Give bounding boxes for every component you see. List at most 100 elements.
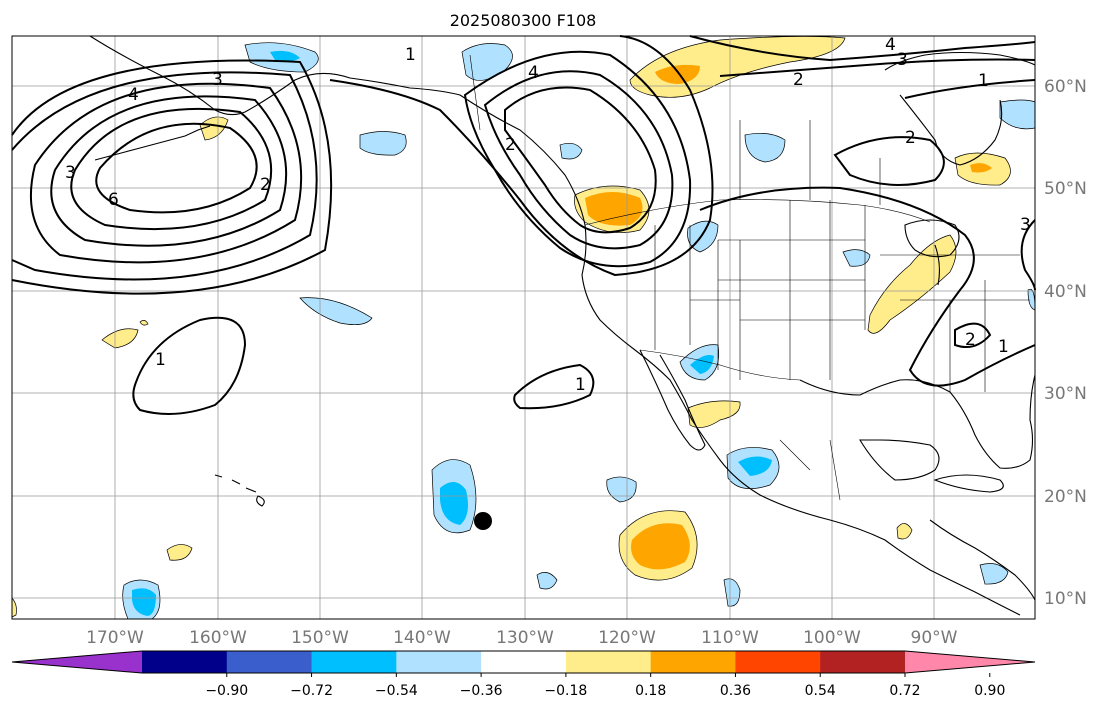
- negative-region: [744, 133, 786, 163]
- colorbar-segment: [735, 651, 821, 673]
- coastline-yucatan: [859, 439, 940, 481]
- contour-label: 2: [505, 135, 516, 155]
- contour: [504, 86, 657, 234]
- lon-labels: 170°W 160°W 150°W 140°W 130°W 120°W 110°…: [86, 628, 958, 648]
- contour: [95, 122, 258, 214]
- colorbar-segment: [820, 651, 906, 673]
- negative-region: [461, 43, 513, 81]
- contour: [132, 316, 247, 415]
- positive-region: [687, 400, 741, 428]
- colorbar-segment: [396, 651, 482, 673]
- contour: [11, 71, 318, 281]
- lon-label: 170°W: [86, 628, 144, 648]
- contours: [11, 35, 1036, 415]
- contour-label: 2: [260, 175, 271, 195]
- lat-label: 40°N: [1044, 282, 1087, 302]
- contour: [11, 59, 333, 295]
- colorbar-tick-label: 0.54: [805, 683, 836, 699]
- contour: [50, 95, 288, 247]
- lat-label: 20°N: [1044, 487, 1087, 507]
- contour: [513, 363, 595, 410]
- contour: [904, 79, 1036, 99]
- state-lines: [654, 158, 1030, 392]
- contour-label: 4: [528, 63, 539, 83]
- negative-region: [299, 297, 373, 325]
- colorbar-tick-label: −0.90: [205, 683, 248, 699]
- border-us-mexico: [639, 349, 801, 381]
- negative-core: [738, 456, 772, 476]
- coastline-aleutians: [94, 125, 211, 161]
- colorbar-segment: [650, 651, 736, 673]
- map-title: 2025080300 F108: [450, 11, 597, 30]
- contour-label: 3: [897, 50, 908, 70]
- lat-label: 60°N: [1044, 77, 1087, 97]
- negative-region: [842, 249, 871, 267]
- coastline-north-america: [89, 35, 1021, 616]
- contour: [954, 322, 992, 348]
- positive-region: [101, 328, 139, 349]
- contour-label: 1: [978, 71, 989, 91]
- contour-label: 2: [965, 330, 976, 350]
- contour: [833, 136, 945, 186]
- lat-labels: 60°N 50°N 40°N 30°N 20°N 10°N: [1044, 77, 1087, 609]
- colorbar-tick-label: −0.72: [290, 683, 333, 699]
- negative-core: [690, 355, 714, 374]
- colorbar-extend-max: [905, 651, 1035, 673]
- coastline-hudson-bay: [899, 94, 1003, 166]
- positive-core: [631, 523, 690, 570]
- colorbar-extend-min: [12, 651, 142, 673]
- contour-label: 1: [998, 337, 1009, 357]
- contour-label: 1: [405, 45, 416, 65]
- contour: [483, 70, 674, 250]
- island-hawaii: [214, 474, 265, 507]
- lat-label: 50°N: [1044, 179, 1087, 199]
- contour-label: 4: [885, 35, 896, 55]
- positive-region: [11, 597, 17, 618]
- coastline-gulf: [799, 374, 1036, 469]
- coastline-baja: [639, 349, 706, 451]
- negative-region: [559, 143, 583, 160]
- border-alaska: [469, 54, 481, 131]
- coastline-cuba: [933, 474, 1004, 493]
- contour-labels: 3 4 6 2 1 1 1 4 3 3 2 4 2 1 2 3 2 1: [65, 35, 1031, 395]
- contour-label: 4: [128, 85, 139, 105]
- lon-label: 140°W: [393, 628, 451, 648]
- positive-core: [585, 192, 643, 226]
- contour-label: 1: [575, 375, 586, 395]
- colorbar-tick-label: −0.18: [544, 683, 587, 699]
- colorbar-outline: [11, 650, 1036, 674]
- contour-label: 2: [793, 70, 804, 90]
- lat-label: 10°N: [1044, 589, 1087, 609]
- contour: [719, 58, 1036, 77]
- lon-label: 120°W: [598, 628, 656, 648]
- lon-label: 90°W: [911, 628, 958, 648]
- border-canada-provinces: [739, 120, 811, 200]
- lon-label: 130°W: [496, 628, 554, 648]
- lon-label: 100°W: [803, 628, 861, 648]
- border-us-canada: [584, 199, 931, 226]
- colorbar-segment: [481, 651, 567, 673]
- colorbar-tick-label: 0.90: [974, 683, 1005, 699]
- lon-label: 110°W: [701, 628, 759, 648]
- positive-region: [896, 523, 913, 540]
- great-lakes-michigan: [934, 244, 941, 286]
- positive-region: [166, 544, 193, 561]
- contour-label: 6: [108, 190, 119, 210]
- coastline-central-america: [929, 519, 1036, 601]
- contour: [29, 82, 303, 264]
- colorbar: −0.90 −0.72 −0.54 −0.36 −0.18 0.18 0.36 0.54 0.7…: [11, 650, 1036, 699]
- negative-region: [536, 572, 558, 590]
- colorbar-segment: [142, 651, 228, 673]
- contour-label: 3: [65, 163, 76, 183]
- positive-core: [970, 163, 992, 173]
- contour: [689, 35, 1036, 62]
- lon-label: 160°W: [189, 628, 247, 648]
- contour: [1020, 219, 1036, 291]
- lat-label: 30°N: [1044, 384, 1087, 404]
- positive-core: [655, 64, 700, 84]
- contour-label: 2: [905, 128, 916, 148]
- lon-label: 150°W: [291, 628, 349, 648]
- contour-label: 3: [1020, 215, 1031, 235]
- positive-region: [199, 116, 229, 141]
